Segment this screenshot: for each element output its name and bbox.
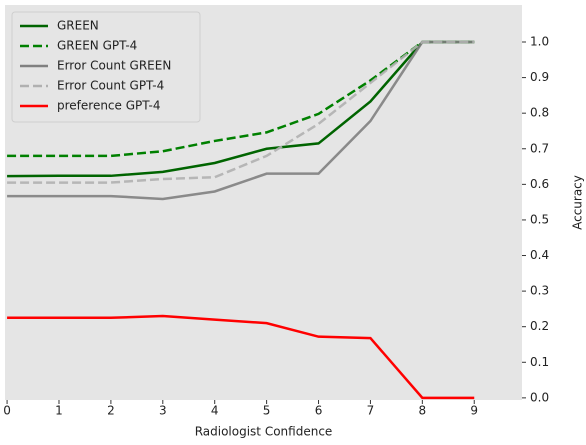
- line-series: [7, 314, 475, 400]
- y-tick-label: 0.1: [530, 355, 549, 369]
- y-tick-label: 1.0: [530, 35, 549, 49]
- line-series: [7, 40, 475, 178]
- x-tick-label: 8: [419, 404, 427, 418]
- y-tick-label: 0.2: [530, 319, 549, 333]
- legend-box: [11, 11, 201, 123]
- x-tick-label: 7: [367, 404, 375, 418]
- legend-label: GREEN GPT-4: [57, 39, 137, 53]
- y-tick-label: 0.5: [530, 212, 549, 226]
- x-tick-label: 6: [315, 404, 323, 418]
- x-tick-label: 0: [3, 404, 11, 418]
- y-tick-label: 0.8: [530, 106, 549, 120]
- legend-label: Error Count GREEN: [57, 59, 171, 73]
- legend-label: GREEN: [57, 19, 99, 33]
- x-tick-label: 5: [263, 404, 271, 418]
- y-axis-label: Accuracy: [571, 175, 585, 230]
- line-series: [7, 40, 475, 184]
- x-tick-label: 1: [55, 404, 63, 418]
- x-axis-label: Radiologist Confidence: [195, 425, 333, 439]
- legend-label: Error Count GPT-4: [57, 79, 164, 93]
- x-tick-label: 3: [159, 404, 167, 418]
- y-tick-label: 0.9: [530, 70, 549, 84]
- y-tick-label: 0.6: [530, 177, 549, 191]
- x-tick-label: 4: [211, 404, 219, 418]
- y-tick-label: 0.7: [530, 141, 549, 155]
- legend-label: preference GPT-4: [57, 99, 160, 113]
- line-series: [7, 40, 475, 201]
- y-tick-label: 0.4: [530, 248, 549, 262]
- y-tick-label: 0.3: [530, 284, 549, 298]
- x-tick-label: 2: [107, 404, 115, 418]
- y-tick-label: 0.0: [530, 390, 549, 404]
- x-tick-label: 9: [470, 404, 478, 418]
